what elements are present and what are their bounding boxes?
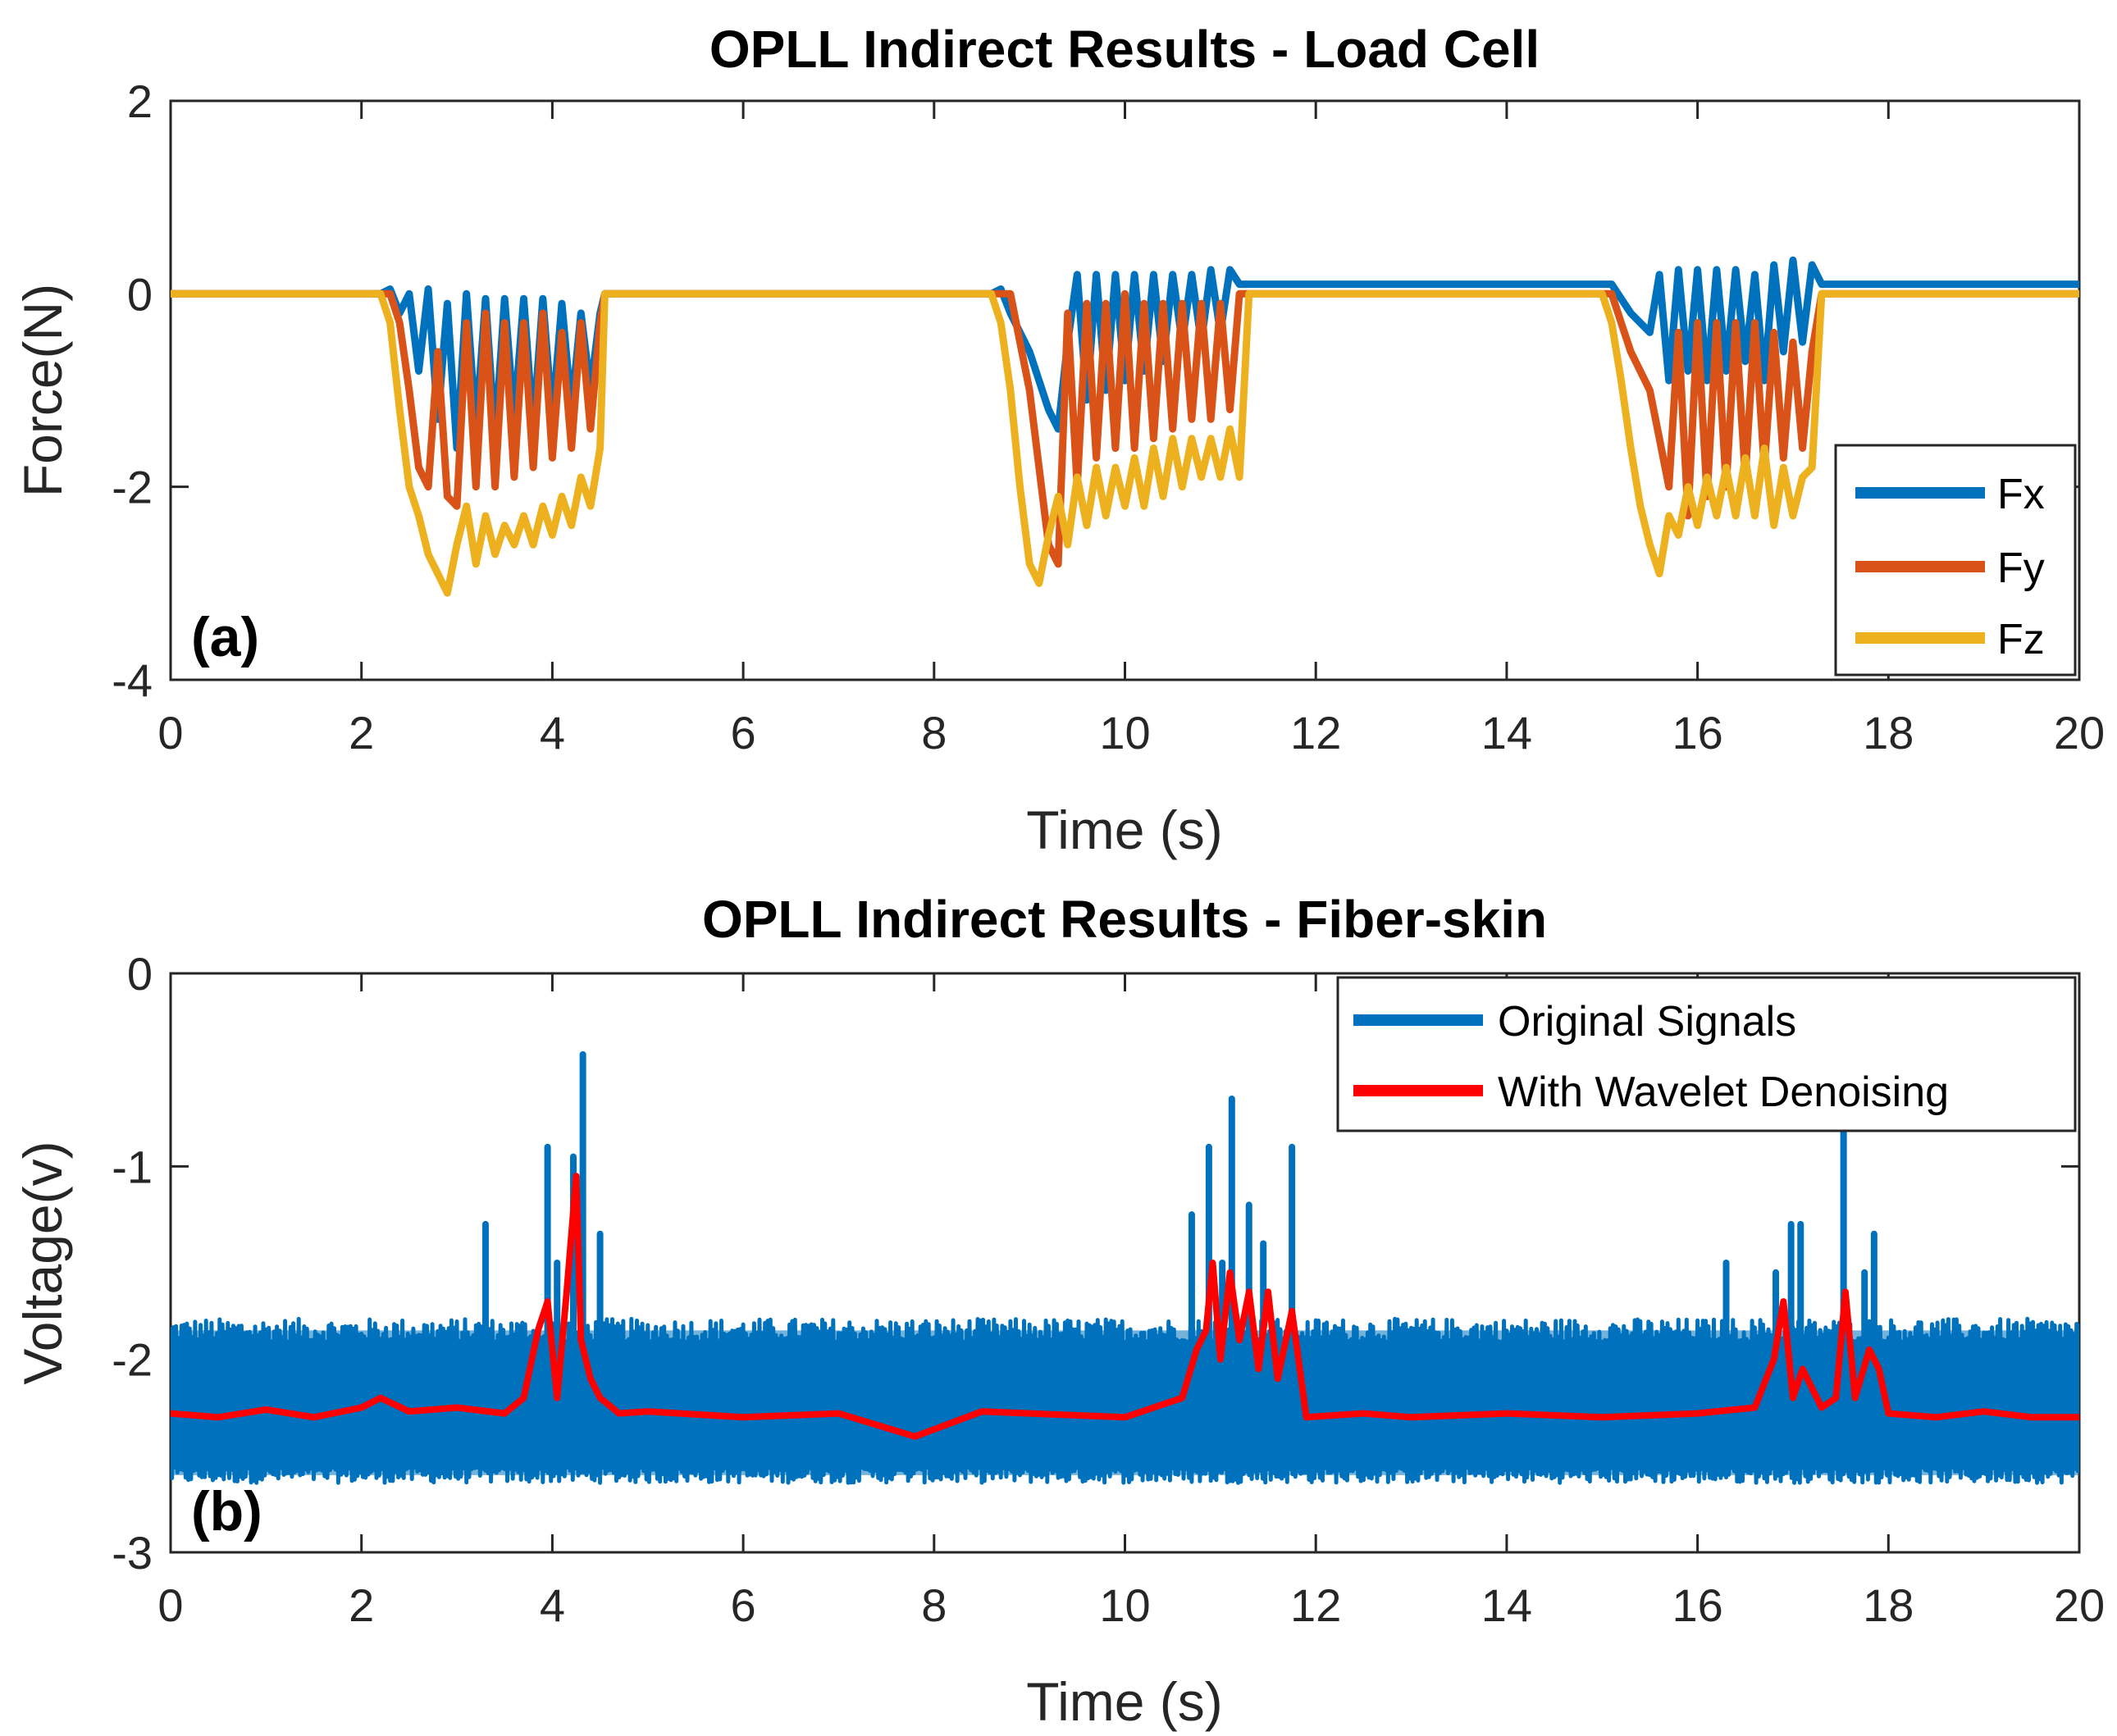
series-line-fz: [171, 289, 2079, 597]
y-tick-label: -2: [112, 462, 153, 513]
x-tick-label: 6: [731, 707, 756, 759]
x-tick-label: 2: [349, 1579, 374, 1631]
x-tick-label: 10: [1099, 1579, 1150, 1631]
chart-a-title: OPLL Indirect Results - Load Cell: [709, 20, 1540, 79]
y-tick-label: 0: [127, 948, 153, 1000]
x-tick-label: 6: [731, 1579, 756, 1631]
chart-a-ticks: 0 2 4 6 8 10 12 14 16 18 20 -4 -2 0 2: [112, 75, 2105, 759]
legend-label-fy: Fy: [1997, 544, 2045, 592]
x-tick-label: 0: [157, 1579, 183, 1631]
y-tick-label: -3: [112, 1527, 153, 1579]
x-tick-label: 8: [921, 1579, 947, 1631]
chart-a-series: [171, 256, 2079, 597]
x-tick-label: 18: [1863, 1579, 1914, 1631]
chart-b-xlabel: Time (s): [1026, 1671, 1223, 1732]
chart-a-legend: Fx Fy Fz: [1834, 444, 2077, 677]
legend-label-fz: Fz: [1997, 616, 2045, 663]
chart-b: OPLL Indirect Results - Fiber-skin 0 2 4 6 8…: [12, 890, 2105, 1732]
chart-b-legend-box: [1336, 976, 2077, 1132]
x-tick-label: 8: [921, 707, 947, 759]
x-tick-label: 4: [540, 1579, 565, 1631]
x-tick-label: 4: [540, 707, 565, 759]
chart-b-ylabel: Voltage(v): [12, 1141, 73, 1384]
series-line-fy: [171, 289, 2079, 568]
legend-label-original: Original Signals: [1498, 998, 1796, 1046]
chart-b-series: [171, 1050, 2079, 1485]
y-tick-label: -1: [112, 1141, 153, 1192]
x-tick-label: 20: [2054, 707, 2105, 759]
x-tick-label: 16: [1672, 707, 1722, 759]
chart-b-panel-label: (b): [191, 1480, 262, 1542]
x-tick-label: 12: [1290, 707, 1341, 759]
x-tick-label: 12: [1290, 1579, 1341, 1631]
x-tick-label: 2: [349, 707, 374, 759]
x-tick-label: 14: [1481, 707, 1532, 759]
y-tick-label: 0: [127, 268, 153, 320]
chart-b-legend: Original Signals With Wavelet Denoising: [1336, 976, 2077, 1132]
chart-a-ylabel: Force(N): [12, 284, 73, 497]
chart-a-panel-label: (a): [191, 606, 259, 668]
y-tick-label: 2: [127, 75, 153, 127]
x-tick-label: 20: [2054, 1579, 2105, 1631]
legend-label-denoised: With Wavelet Denoising: [1498, 1068, 1949, 1116]
y-tick-label: -4: [112, 654, 153, 706]
x-tick-label: 18: [1863, 707, 1914, 759]
x-tick-label: 16: [1672, 1579, 1722, 1631]
x-tick-label: 10: [1099, 707, 1150, 759]
chart-a: OPLL Indirect Results - Load Cell 0 2 4 6 8 1…: [12, 20, 2105, 860]
chart-a-xlabel: Time (s): [1026, 800, 1223, 860]
x-tick-label: 0: [157, 707, 183, 759]
y-tick-label: -2: [112, 1334, 153, 1386]
chart-b-title: OPLL Indirect Results - Fiber-skin: [702, 890, 1547, 949]
legend-label-fx: Fx: [1997, 471, 2045, 518]
chart-b-ticks: 0 2 4 6 8 10 12 14 16 18 20 -3 -2 -1 0: [112, 948, 2105, 1631]
series-line-with-wavelet-denoising: [171, 1173, 2079, 1440]
x-tick-label: 14: [1481, 1579, 1532, 1631]
